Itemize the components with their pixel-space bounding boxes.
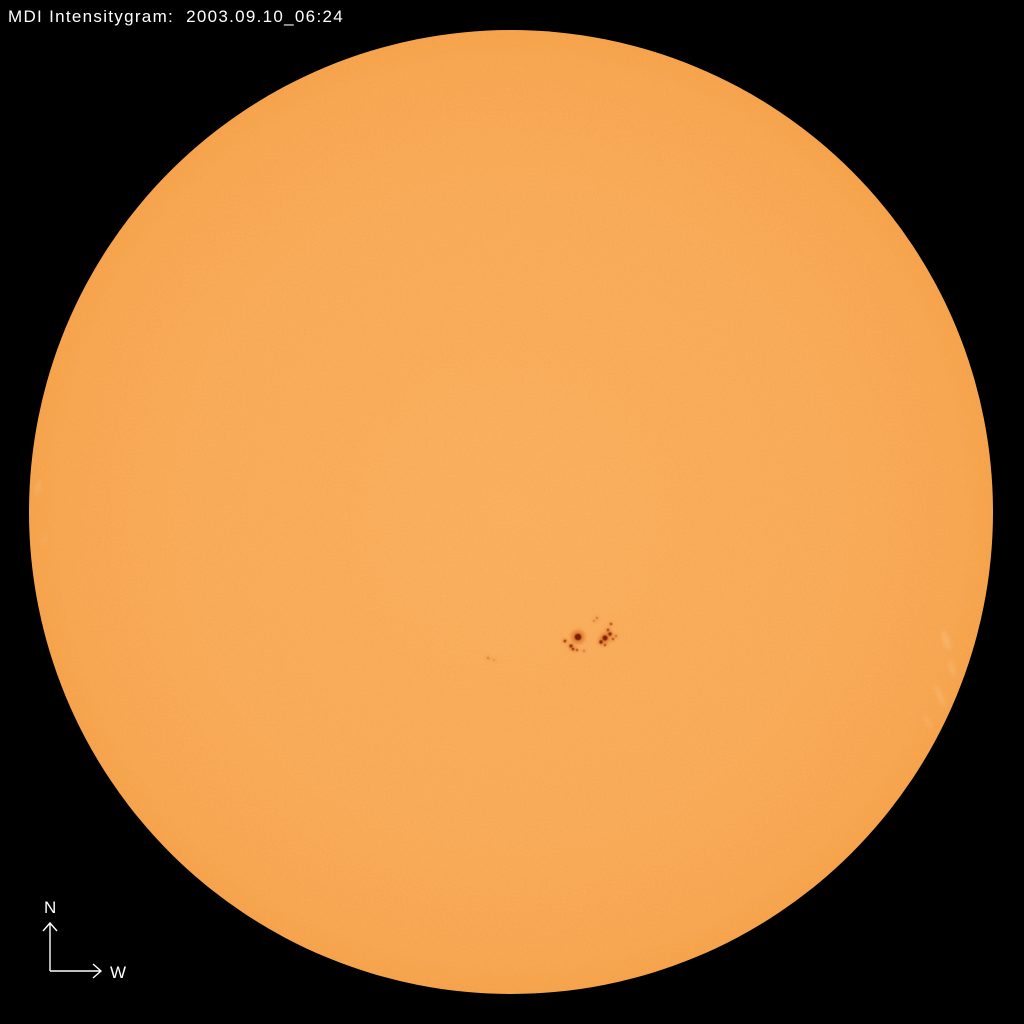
compass-north-label: N: [44, 898, 56, 917]
facula-streak: [948, 659, 956, 677]
compass-west-arrowhead-icon: [92, 963, 103, 979]
sunspot-core: [611, 637, 615, 641]
compass-west-label: W: [110, 963, 126, 982]
sunspot-core: [608, 632, 612, 636]
faculae-layer: [35, 479, 956, 730]
sunspot-core: [603, 643, 607, 647]
sunspot-core: [593, 620, 595, 622]
compass: N W: [42, 898, 126, 982]
sunspot-core: [574, 633, 582, 641]
facula-streak: [41, 534, 47, 546]
sunspot-core: [493, 659, 495, 661]
sunspot-core: [606, 628, 610, 632]
sunspot-core: [599, 640, 603, 644]
sunspot-group: [485, 616, 618, 662]
compass-north-arrowhead-icon: [42, 921, 58, 932]
sunspot-core: [571, 647, 575, 651]
sunspot-core: [563, 639, 567, 643]
sunspot-core: [575, 648, 579, 652]
facula-streak: [934, 685, 946, 707]
sunspot-core: [615, 635, 617, 637]
facula-streak: [922, 714, 934, 730]
image-title: MDI Intensitygram: 2003.09.10_06:24: [8, 7, 344, 26]
facula-streak: [941, 629, 951, 651]
sunspot-core: [583, 650, 585, 652]
sunspot-core: [569, 644, 573, 648]
sunspot-core: [487, 657, 489, 659]
facula-streak: [35, 479, 41, 495]
sunspot-core: [602, 635, 608, 641]
sunspot-core: [609, 622, 613, 626]
sunspot-core: [596, 617, 598, 619]
